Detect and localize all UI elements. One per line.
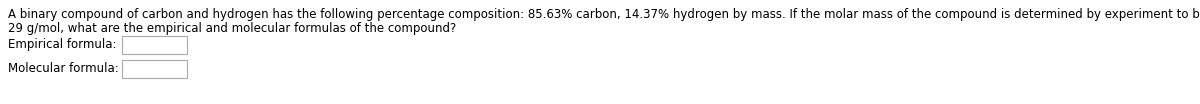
Bar: [122, 60, 187, 78]
Text: 29 g/mol, what are the empirical and molecular formulas of the compound?: 29 g/mol, what are the empirical and mol…: [8, 22, 456, 35]
Text: Molecular formula:: Molecular formula:: [8, 62, 119, 75]
Text: A binary compound of carbon and hydrogen has the following percentage compositio: A binary compound of carbon and hydrogen…: [8, 8, 1200, 21]
Bar: [122, 36, 187, 54]
Text: Empirical formula:: Empirical formula:: [8, 38, 116, 51]
